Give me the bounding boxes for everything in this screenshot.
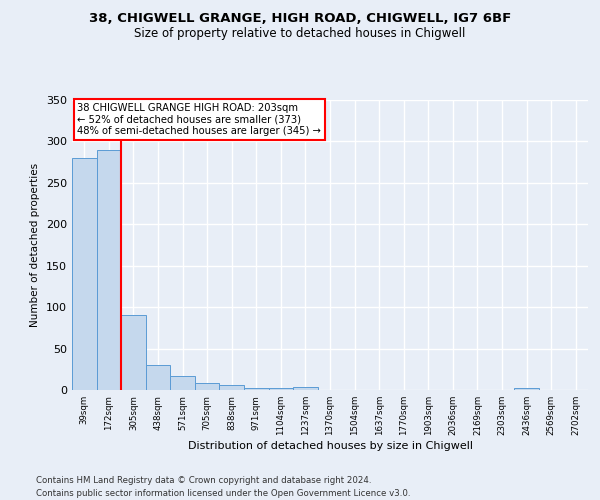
Y-axis label: Number of detached properties: Number of detached properties xyxy=(31,163,40,327)
Bar xyxy=(97,150,121,390)
Bar xyxy=(244,388,269,390)
Text: 38 CHIGWELL GRANGE HIGH ROAD: 203sqm
← 52% of detached houses are smaller (373)
: 38 CHIGWELL GRANGE HIGH ROAD: 203sqm ← 5… xyxy=(77,103,321,136)
Bar xyxy=(146,365,170,390)
Bar xyxy=(220,385,244,390)
Text: Contains HM Land Registry data © Crown copyright and database right 2024.: Contains HM Land Registry data © Crown c… xyxy=(36,476,371,485)
Bar xyxy=(195,384,220,390)
Bar xyxy=(269,388,293,390)
Bar xyxy=(514,388,539,390)
Text: 38, CHIGWELL GRANGE, HIGH ROAD, CHIGWELL, IG7 6BF: 38, CHIGWELL GRANGE, HIGH ROAD, CHIGWELL… xyxy=(89,12,511,26)
Bar xyxy=(121,316,146,390)
X-axis label: Distribution of detached houses by size in Chigwell: Distribution of detached houses by size … xyxy=(187,441,473,451)
Text: Size of property relative to detached houses in Chigwell: Size of property relative to detached ho… xyxy=(134,28,466,40)
Bar xyxy=(72,158,97,390)
Bar xyxy=(170,376,195,390)
Text: Contains public sector information licensed under the Open Government Licence v3: Contains public sector information licen… xyxy=(36,489,410,498)
Bar xyxy=(293,386,318,390)
